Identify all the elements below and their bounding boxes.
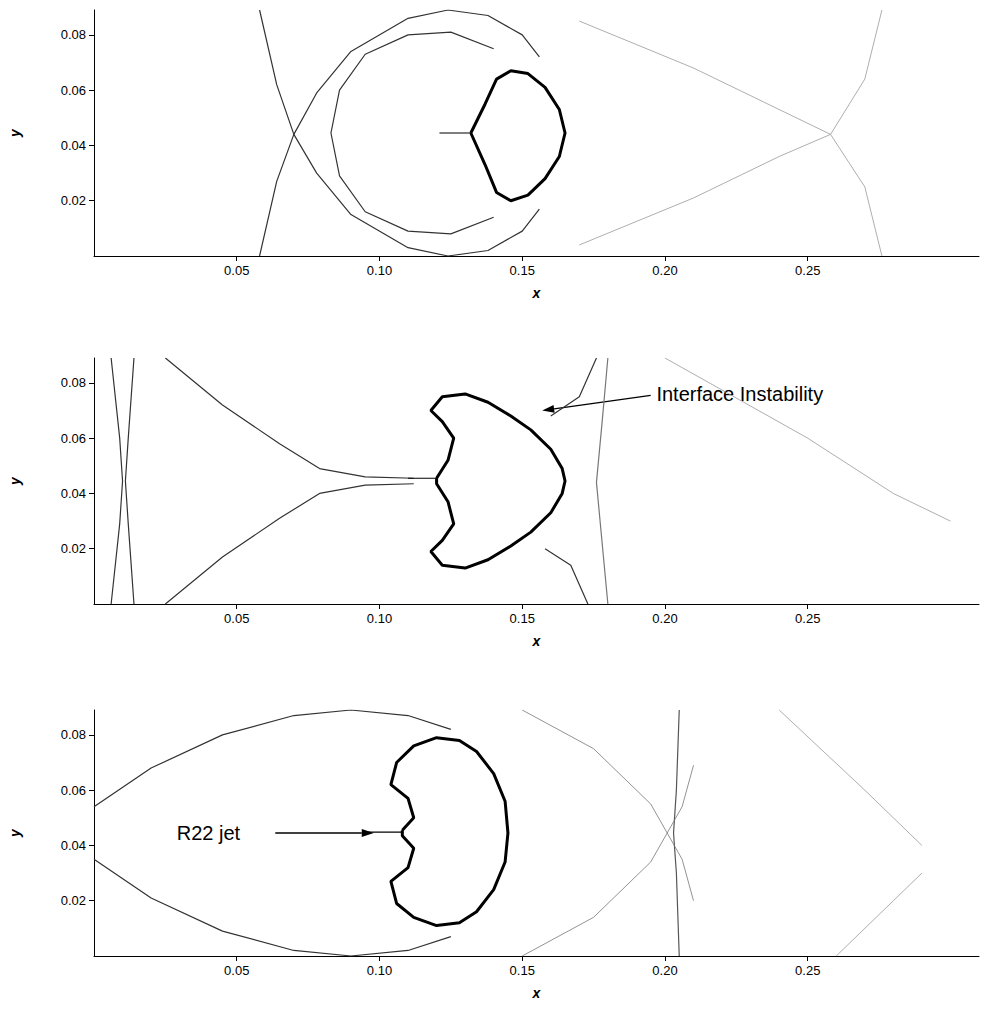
svg-text:y: y [7,476,23,486]
svg-text:0.20: 0.20 [652,963,677,978]
svg-text:0.06: 0.06 [61,83,86,98]
svg-text:0.05: 0.05 [224,263,249,278]
svg-text:0.05: 0.05 [224,611,249,626]
svg-text:0.06: 0.06 [61,783,86,798]
svg-text:x: x [532,285,542,301]
svg-text:0.10: 0.10 [367,963,392,978]
svg-text:0.10: 0.10 [367,611,392,626]
svg-text:0.05: 0.05 [224,963,249,978]
svg-text:0.15: 0.15 [510,263,535,278]
svg-text:0.25: 0.25 [795,963,820,978]
svg-text:0.08: 0.08 [61,727,86,742]
svg-text:0.04: 0.04 [61,138,86,153]
svg-text:0.02: 0.02 [61,893,86,908]
svg-text:0.10: 0.10 [367,263,392,278]
svg-text:0.06: 0.06 [61,431,86,446]
svg-text:Interface Instability: Interface Instability [656,383,823,405]
svg-text:0.15: 0.15 [510,963,535,978]
svg-text:0.08: 0.08 [61,27,86,42]
svg-text:0.04: 0.04 [61,838,86,853]
svg-text:0.20: 0.20 [652,611,677,626]
svg-text:0.02: 0.02 [61,541,86,556]
svg-text:0.20: 0.20 [652,263,677,278]
svg-text:x: x [532,985,542,1001]
svg-text:y: y [7,828,23,838]
svg-text:0.25: 0.25 [795,611,820,626]
svg-text:y: y [7,128,23,138]
svg-text:R22 jet: R22 jet [177,822,241,844]
svg-text:0.08: 0.08 [61,375,86,390]
svg-text:0.04: 0.04 [61,486,86,501]
svg-text:x: x [532,633,542,649]
svg-text:0.02: 0.02 [61,193,86,208]
svg-text:0.15: 0.15 [510,611,535,626]
svg-text:0.25: 0.25 [795,263,820,278]
